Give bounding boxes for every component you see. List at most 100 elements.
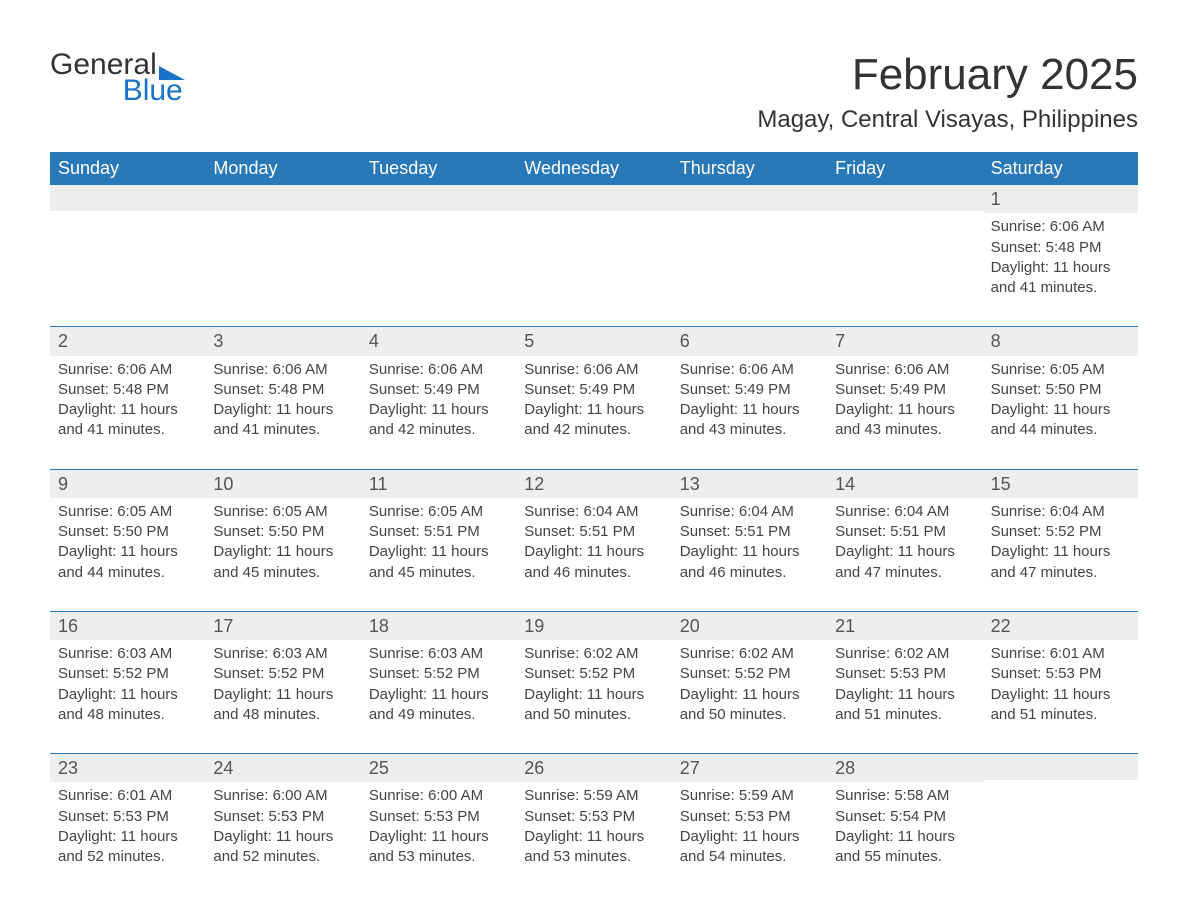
day-dl2: and 52 minutes.: [58, 847, 197, 867]
day-sunrise: Sunrise: 6:06 AM: [524, 360, 663, 380]
day-number: 13: [672, 470, 827, 498]
day-sunrise: Sunrise: 6:04 AM: [524, 502, 663, 522]
day-dl1: Daylight: 11 hours: [213, 827, 352, 847]
day-number: 14: [827, 470, 982, 498]
day-dl1: Daylight: 11 hours: [680, 400, 819, 420]
day-sunrise: Sunrise: 6:01 AM: [991, 644, 1130, 664]
day-dl2: and 53 minutes.: [524, 847, 663, 867]
day-cell-19: 19Sunrise: 6:02 AMSunset: 5:52 PMDayligh…: [516, 612, 671, 735]
day-number: 4: [361, 327, 516, 355]
day-cell-21: 21Sunrise: 6:02 AMSunset: 5:53 PMDayligh…: [827, 612, 982, 735]
day-number: [50, 185, 205, 211]
day-number: 11: [361, 470, 516, 498]
day-dl2: and 45 minutes.: [369, 563, 508, 583]
day-dl2: and 41 minutes.: [213, 420, 352, 440]
day-sunset: Sunset: 5:51 PM: [835, 522, 974, 542]
day-number: 3: [205, 327, 360, 355]
day-cell-16: 16Sunrise: 6:03 AMSunset: 5:52 PMDayligh…: [50, 612, 205, 735]
day-number: 25: [361, 754, 516, 782]
day-cell-5: 5Sunrise: 6:06 AMSunset: 5:49 PMDaylight…: [516, 327, 671, 450]
day-dl2: and 45 minutes.: [213, 563, 352, 583]
day-number: 8: [983, 327, 1138, 355]
day-sunrise: Sunrise: 5:58 AM: [835, 786, 974, 806]
day-number: [361, 185, 516, 211]
day-cell-28: 28Sunrise: 5:58 AMSunset: 5:54 PMDayligh…: [827, 754, 982, 877]
day-number: [516, 185, 671, 211]
day-sunset: Sunset: 5:50 PM: [213, 522, 352, 542]
day-sunrise: Sunrise: 5:59 AM: [680, 786, 819, 806]
day-sunset: Sunset: 5:52 PM: [524, 664, 663, 684]
day-number: 26: [516, 754, 671, 782]
day-number: 20: [672, 612, 827, 640]
day-number: 1: [983, 185, 1138, 213]
day-cell-8: 8Sunrise: 6:05 AMSunset: 5:50 PMDaylight…: [983, 327, 1138, 450]
day-cell-26: 26 Sunrise: 5:59 AMSunset: 5:53 PMDayligh…: [516, 754, 671, 877]
day-dl1: Daylight: 11 hours: [991, 542, 1130, 562]
day-cell-empty: [516, 185, 671, 308]
day-dl1: Daylight: 11 hours: [835, 542, 974, 562]
day-dl2: and 47 minutes.: [835, 563, 974, 583]
day-sunset: Sunset: 5:48 PM: [58, 380, 197, 400]
day-sunrise: Sunrise: 6:06 AM: [369, 360, 508, 380]
day-number: [983, 754, 1138, 780]
day-sunset: Sunset: 5:52 PM: [213, 664, 352, 684]
title-block: February 2025 Magay, Central Visayas, Ph…: [757, 50, 1138, 134]
day-dl2: and 52 minutes.: [213, 847, 352, 867]
day-sunrise: Sunrise: 6:04 AM: [991, 502, 1130, 522]
day-dl2: and 55 minutes.: [835, 847, 974, 867]
day-cell-empty: [361, 185, 516, 308]
day-number: 5: [516, 327, 671, 355]
day-number: 6: [672, 327, 827, 355]
day-sunrise: Sunrise: 6:06 AM: [213, 360, 352, 380]
day-cell-empty: [827, 185, 982, 308]
day-dl1: Daylight: 11 hours: [369, 827, 508, 847]
week-row: 9Sunrise: 6:05 AMSunset: 5:50 PMDaylight…: [50, 469, 1138, 593]
day-cell-4: 4Sunrise: 6:06 AMSunset: 5:49 PMDaylight…: [361, 327, 516, 450]
day-sunset: Sunset: 5:49 PM: [835, 380, 974, 400]
day-sunset: Sunset: 5:53 PM: [58, 807, 197, 827]
day-number: 17: [205, 612, 360, 640]
day-sunrise: Sunrise: 6:06 AM: [991, 217, 1130, 237]
day-sunrise: Sunrise: 6:05 AM: [369, 502, 508, 522]
day-cell-2: 2Sunrise: 6:06 AMSunset: 5:48 PMDaylight…: [50, 327, 205, 450]
day-dl1: Daylight: 11 hours: [680, 827, 819, 847]
day-dl2: and 42 minutes.: [369, 420, 508, 440]
weekday-friday: Friday: [827, 152, 982, 185]
day-sunset: Sunset: 5:51 PM: [524, 522, 663, 542]
day-dl2: and 47 minutes.: [991, 563, 1130, 583]
day-dl1: Daylight: 11 hours: [835, 827, 974, 847]
day-sunset: Sunset: 5:53 PM: [680, 807, 819, 827]
day-sunrise: Sunrise: 6:06 AM: [58, 360, 197, 380]
day-sunrise: Sunrise: 6:00 AM: [213, 786, 352, 806]
day-cell-empty: [205, 185, 360, 308]
day-dl2: and 48 minutes.: [213, 705, 352, 725]
week-row: 16Sunrise: 6:03 AMSunset: 5:52 PMDayligh…: [50, 611, 1138, 735]
week-row: 2Sunrise: 6:06 AMSunset: 5:48 PMDaylight…: [50, 326, 1138, 450]
day-cell-18: 18Sunrise: 6:03 AMSunset: 5:52 PMDayligh…: [361, 612, 516, 735]
day-dl2: and 49 minutes.: [369, 705, 508, 725]
day-dl1: Daylight: 11 hours: [524, 827, 663, 847]
day-sunrise: Sunrise: 5:59 AM: [524, 786, 663, 806]
day-number: 18: [361, 612, 516, 640]
day-number: 27: [672, 754, 827, 782]
day-cell-22: 22Sunrise: 6:01 AMSunset: 5:53 PMDayligh…: [983, 612, 1138, 735]
day-dl2: and 41 minutes.: [991, 278, 1130, 298]
day-cell-10: 10Sunrise: 6:05 AMSunset: 5:50 PMDayligh…: [205, 470, 360, 593]
day-dl2: and 48 minutes.: [58, 705, 197, 725]
day-number: 21: [827, 612, 982, 640]
day-sunset: Sunset: 5:50 PM: [58, 522, 197, 542]
day-sunrise: Sunrise: 6:04 AM: [680, 502, 819, 522]
day-dl1: Daylight: 11 hours: [369, 400, 508, 420]
day-sunset: Sunset: 5:52 PM: [58, 664, 197, 684]
day-number: 7: [827, 327, 982, 355]
day-cell-6: 6Sunrise: 6:06 AMSunset: 5:49 PMDaylight…: [672, 327, 827, 450]
day-sunset: Sunset: 5:53 PM: [524, 807, 663, 827]
day-sunset: Sunset: 5:49 PM: [680, 380, 819, 400]
day-sunrise: Sunrise: 6:05 AM: [991, 360, 1130, 380]
day-dl1: Daylight: 11 hours: [213, 542, 352, 562]
day-dl2: and 50 minutes.: [524, 705, 663, 725]
day-dl2: and 43 minutes.: [680, 420, 819, 440]
day-dl1: Daylight: 11 hours: [58, 827, 197, 847]
day-dl1: Daylight: 11 hours: [991, 258, 1130, 278]
day-dl2: and 53 minutes.: [369, 847, 508, 867]
